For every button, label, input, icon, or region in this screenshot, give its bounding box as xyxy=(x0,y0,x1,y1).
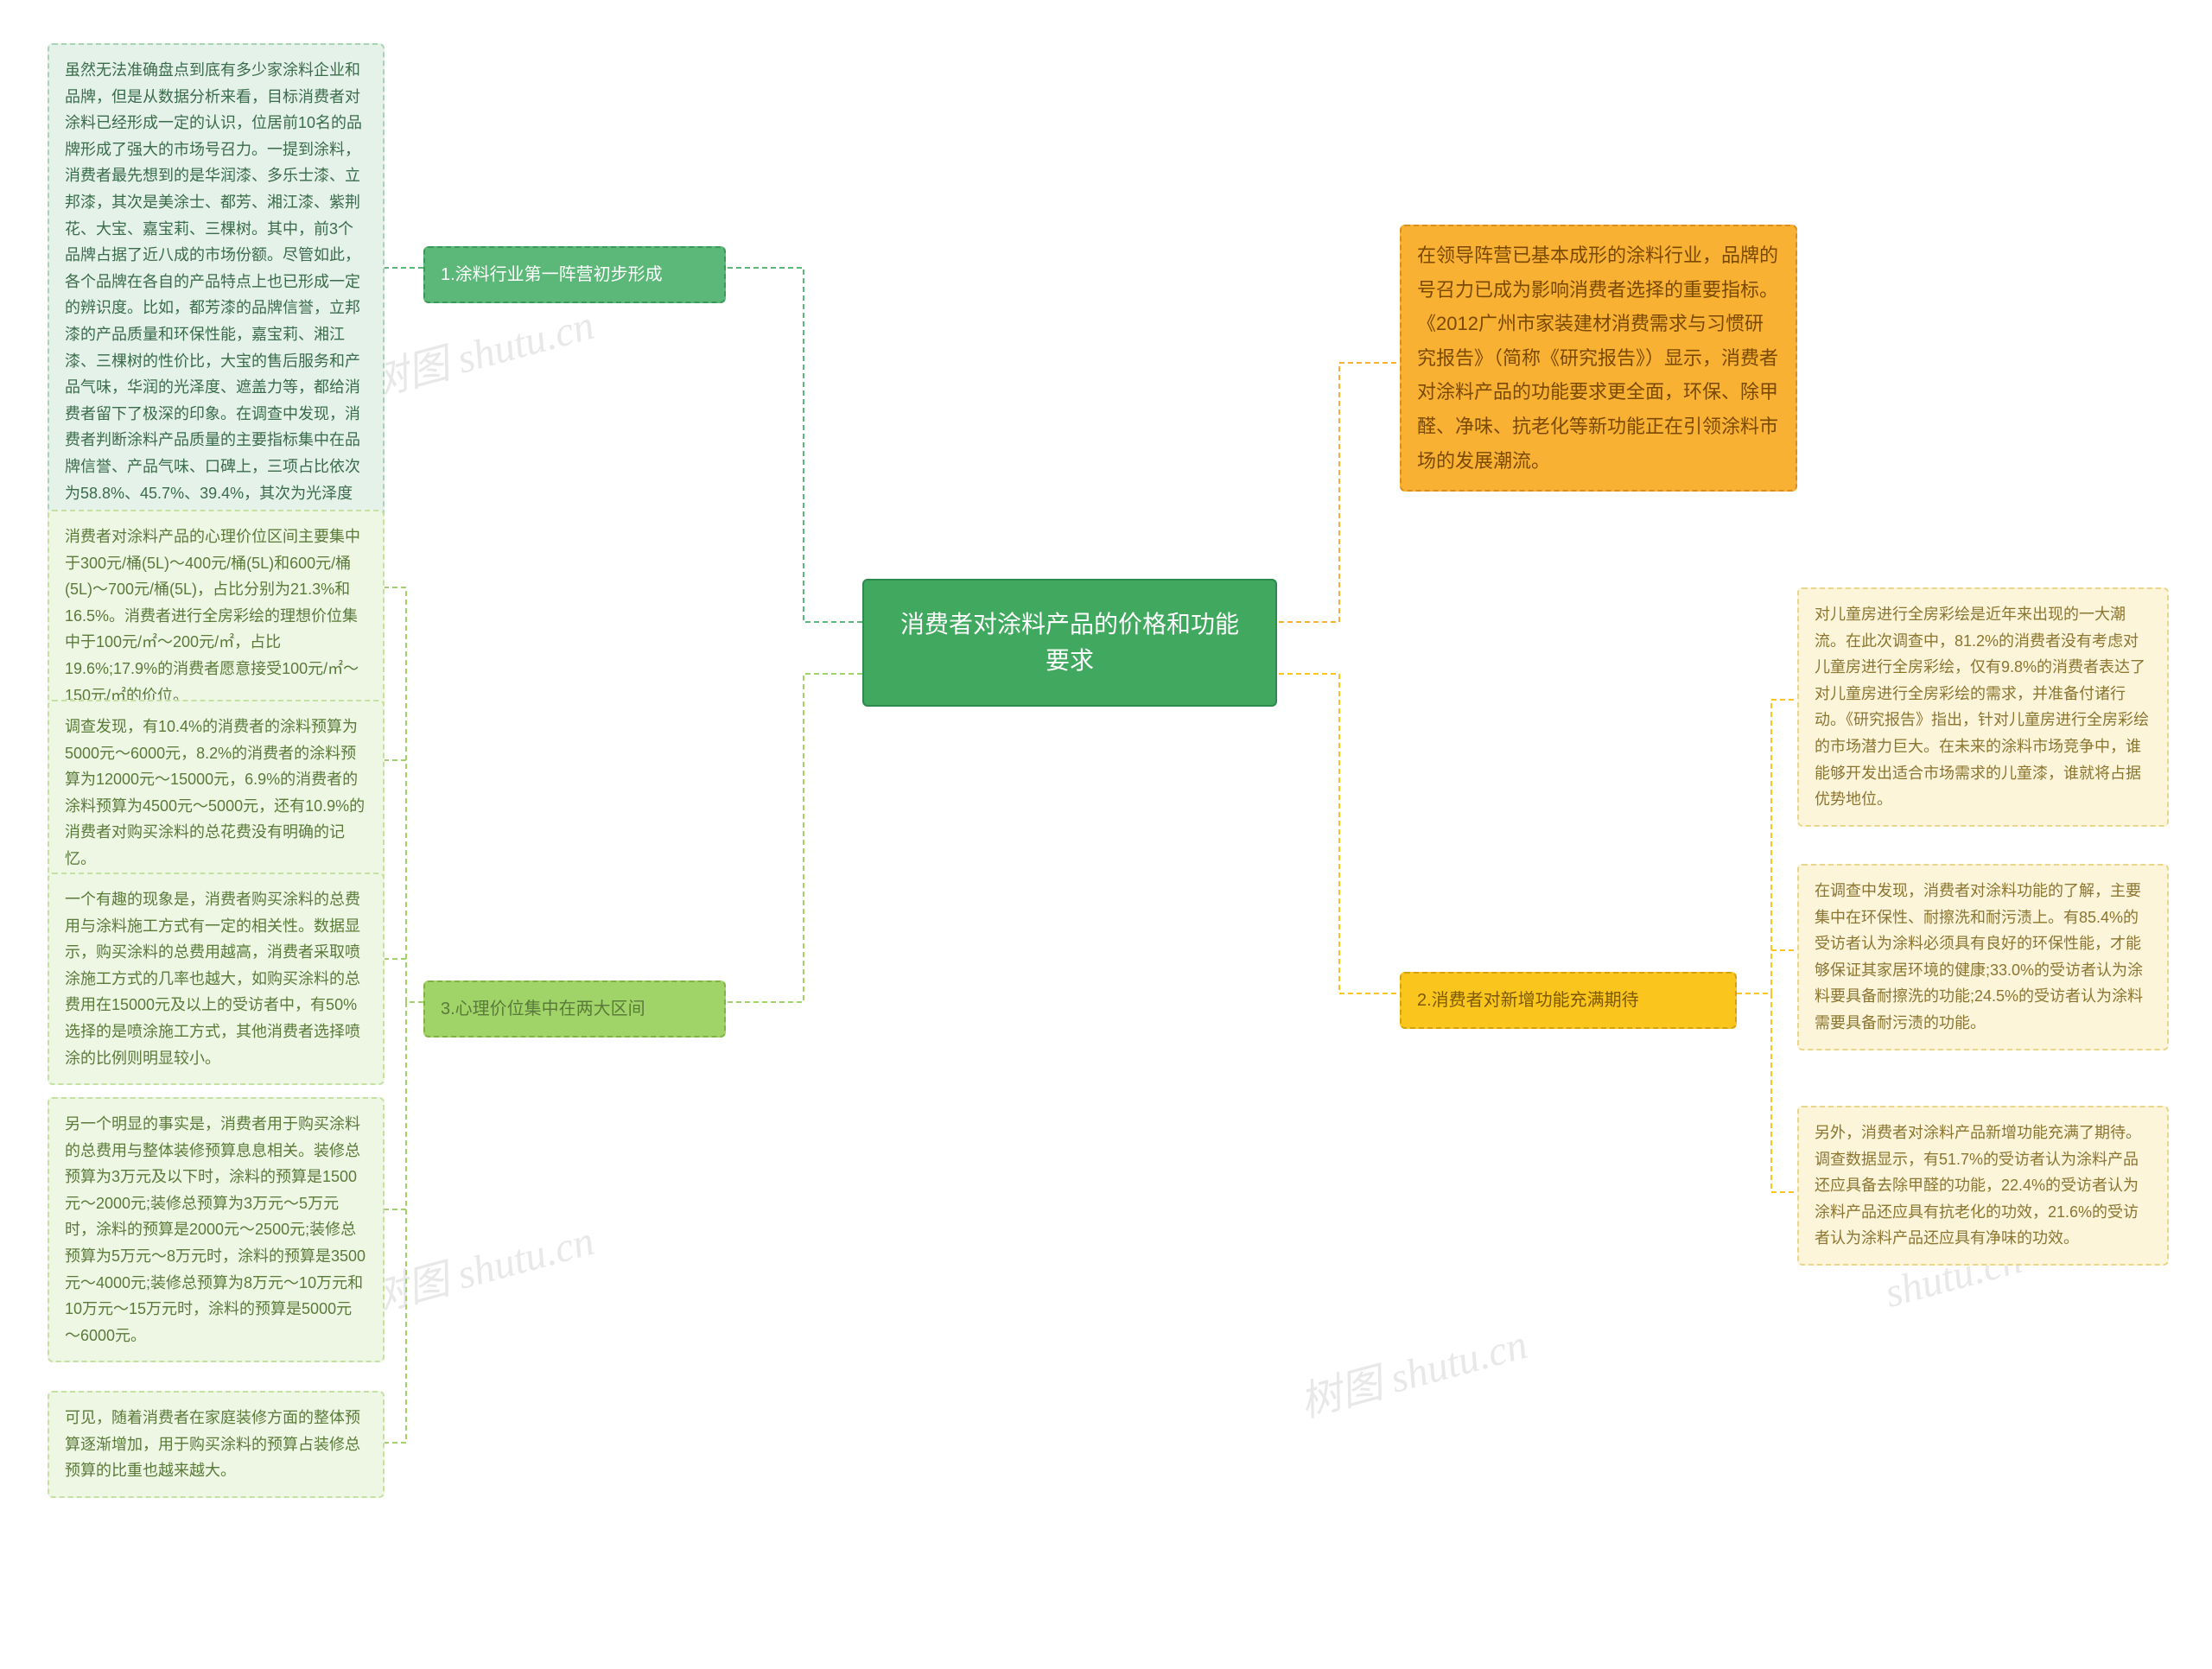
branch-3-leaf-2: 调查发现，有10.4%的消费者的涂料预算为5000元～6000元，8.2%的消费… xyxy=(48,700,385,886)
branch-2-node: 2.消费者对新增功能充满期待 xyxy=(1400,972,1737,1029)
branch-1-node: 1.涂料行业第一阵营初步形成 xyxy=(423,246,726,303)
watermark: 树图 shutu.cn xyxy=(359,1206,600,1324)
watermark: 树图 shutu.cn xyxy=(1293,1310,1533,1428)
branch-2-leaf-2: 在调查中发现，消费者对涂料功能的了解，主要集中在环保性、耐擦洗和耐污渍上。有85… xyxy=(1797,864,2169,1050)
branch-3-leaf-5: 可见，随着消费者在家庭装修方面的整体预算逐渐增加，用于购买涂料的预算占装修总预算… xyxy=(48,1391,385,1498)
center-node: 消费者对涂料产品的价格和功能要求 xyxy=(862,579,1277,707)
branch-3-leaf-3: 一个有趣的现象是，消费者购买涂料的总费用与涂料施工方式有一定的相关性。数据显示，… xyxy=(48,873,385,1085)
intro-box: 在领导阵营已基本成形的涂料行业，品牌的号召力已成为影响消费者选择的重要指标。《2… xyxy=(1400,225,1797,492)
branch-3-leaf-1: 消费者对涂料产品的心理价位区间主要集中于300元/桶(5L)～400元/桶(5L… xyxy=(48,510,385,722)
branch-3-node: 3.心理价位集中在两大区间 xyxy=(423,980,726,1038)
watermark: 树图 shutu.cn xyxy=(359,290,600,409)
branch-2-leaf-3: 另外，消费者对涂料产品新增功能充满了期待。调查数据显示，有51.7%的受访者认为… xyxy=(1797,1106,2169,1266)
branch-2-leaf-1: 对儿童房进行全房彩绘是近年来出现的一大潮流。在此次调查中，81.2%的消费者没有… xyxy=(1797,587,2169,827)
branch-3-leaf-4: 另一个明显的事实是，消费者用于购买涂料的总费用与整体装修预算息息相关。装修总预算… xyxy=(48,1097,385,1362)
